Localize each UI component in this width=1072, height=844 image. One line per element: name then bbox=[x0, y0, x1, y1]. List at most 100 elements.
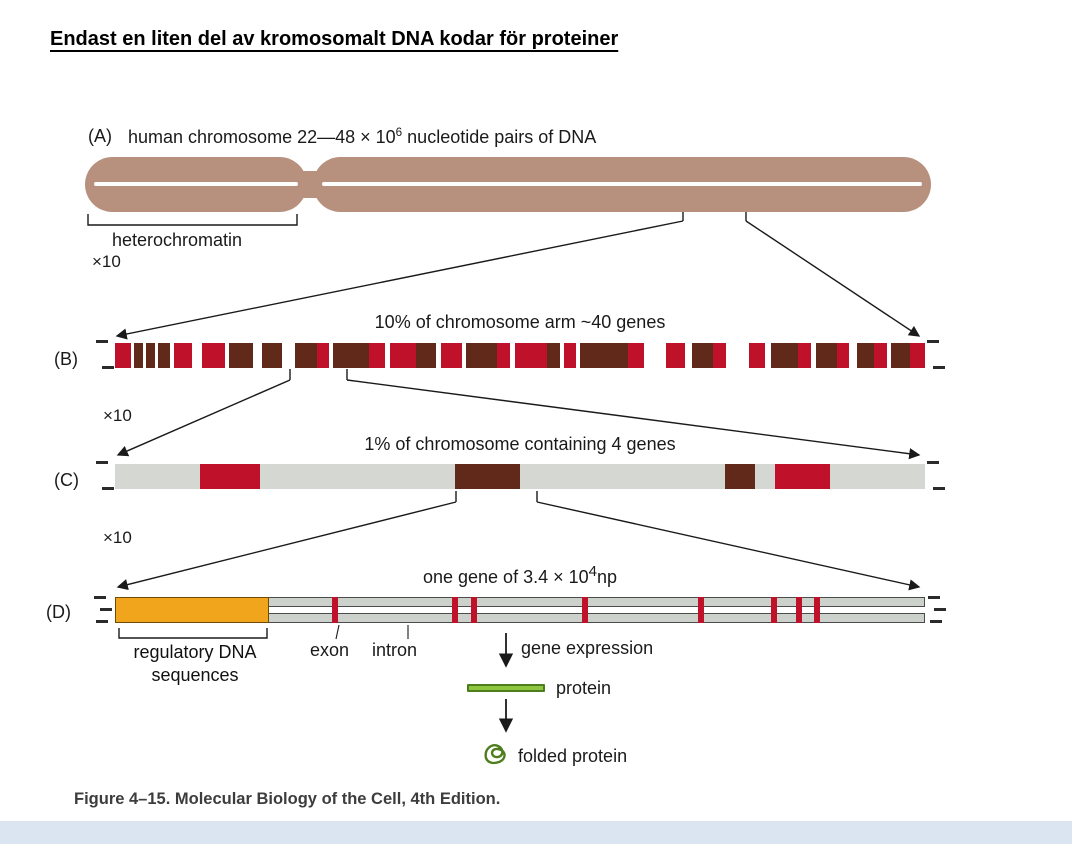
bar-segment bbox=[328, 343, 333, 368]
bar-segment bbox=[873, 343, 887, 368]
intron-label: intron bbox=[372, 640, 418, 660]
zoom-a-to-b-label: ×10 bbox=[92, 252, 121, 271]
bar-segment bbox=[510, 343, 515, 368]
bar-segment bbox=[765, 343, 771, 368]
break-dash bbox=[933, 366, 945, 369]
panel-b-title: 10% of chromosome arm ~40 genes bbox=[374, 312, 666, 332]
bar-segment bbox=[890, 343, 910, 368]
bar-segment bbox=[754, 464, 776, 489]
bar-segment bbox=[146, 343, 156, 368]
exon-tick bbox=[470, 597, 477, 623]
bar-segment bbox=[229, 343, 254, 368]
panel-a-label: (A) bbox=[88, 126, 112, 146]
bar-segment bbox=[157, 343, 171, 368]
panel-c-title: 1% of chromosome containing 4 genes bbox=[364, 434, 676, 454]
bar-segment bbox=[294, 343, 318, 368]
bar-segment bbox=[390, 343, 417, 368]
chromatid-line-left bbox=[94, 182, 298, 186]
bar-segment bbox=[253, 343, 262, 368]
break-dash bbox=[100, 608, 112, 611]
bar-segment bbox=[261, 343, 282, 368]
bar-segment bbox=[259, 464, 456, 489]
bar-segment bbox=[202, 343, 226, 368]
folded-protein-label: folded protein bbox=[518, 746, 628, 766]
exon-tick bbox=[814, 597, 821, 623]
bar-segment bbox=[837, 343, 850, 368]
heterochromatin-bracket bbox=[87, 214, 298, 226]
bar-segment bbox=[692, 343, 714, 368]
gene-dna-tracks bbox=[115, 597, 925, 623]
bar-segment bbox=[547, 343, 561, 368]
break-dash bbox=[927, 461, 939, 464]
bar-segment bbox=[724, 464, 755, 489]
bar-segment bbox=[462, 343, 467, 368]
regulatory-dna-label: regulatory DNA sequences bbox=[133, 642, 257, 685]
bar-segment bbox=[665, 343, 685, 368]
zoom-b-to-c-label: ×10 bbox=[103, 406, 132, 425]
bar-segment bbox=[115, 343, 132, 368]
bar-segment bbox=[857, 343, 874, 368]
exon-tick bbox=[581, 597, 588, 623]
bar-segment bbox=[560, 343, 565, 368]
break-dash bbox=[94, 596, 106, 599]
bar-segment bbox=[644, 343, 666, 368]
protein-bar bbox=[467, 684, 545, 692]
bar-segment bbox=[726, 343, 749, 368]
bar-segment bbox=[191, 343, 203, 368]
bar-segment bbox=[455, 464, 520, 489]
bar-segment bbox=[798, 343, 812, 368]
exon-intron-pointers bbox=[335, 624, 409, 640]
exon-tick bbox=[698, 597, 705, 623]
bar-segment bbox=[849, 343, 858, 368]
regulatory-bracket bbox=[118, 628, 268, 639]
chromosome-segment-bar bbox=[115, 464, 925, 489]
bar-segment bbox=[564, 343, 576, 368]
bar-segment bbox=[225, 343, 230, 368]
regulatory-dna-block bbox=[115, 597, 269, 623]
panel-c-label: (C) bbox=[54, 470, 79, 490]
bar-segment bbox=[830, 464, 925, 489]
bar-segment bbox=[684, 343, 693, 368]
bar-segment bbox=[886, 343, 891, 368]
bar-segment bbox=[519, 464, 725, 489]
break-dash bbox=[96, 461, 108, 464]
exon-tick bbox=[770, 597, 777, 623]
panel-d-title: one gene of 3.4 × 104np bbox=[422, 563, 618, 587]
bottom-strip bbox=[0, 821, 1072, 844]
bar-segment bbox=[115, 464, 201, 489]
zoom-c-to-d-label: ×10 bbox=[103, 528, 132, 547]
bar-segment bbox=[170, 343, 175, 368]
bar-segment bbox=[317, 343, 329, 368]
exon-tick bbox=[452, 597, 459, 623]
bar-segment bbox=[385, 343, 391, 368]
bar-segment bbox=[910, 343, 925, 368]
exon-tick bbox=[332, 597, 339, 623]
bar-segment bbox=[748, 343, 766, 368]
break-dash bbox=[930, 620, 942, 623]
bar-segment bbox=[369, 343, 386, 368]
bar-segment bbox=[775, 464, 831, 489]
exon-label: exon bbox=[310, 640, 350, 660]
panel-d-label: (D) bbox=[46, 602, 71, 622]
break-dash bbox=[933, 487, 945, 490]
bar-segment bbox=[131, 343, 135, 368]
exon-tick bbox=[795, 597, 802, 623]
break-dash bbox=[927, 340, 939, 343]
bar-segment bbox=[575, 343, 580, 368]
bar-segment bbox=[143, 343, 147, 368]
bar-segment bbox=[200, 464, 260, 489]
figure-caption: Figure 4–15. Molecular Biology of the Ce… bbox=[74, 790, 501, 808]
break-dash bbox=[102, 366, 114, 369]
bar-segment bbox=[628, 343, 645, 368]
panel-a-title: human chromosome 22—48 × 106 nucleotide … bbox=[128, 126, 597, 147]
protein-label: protein bbox=[556, 678, 612, 698]
bar-segment bbox=[281, 343, 295, 368]
bar-segment bbox=[579, 343, 629, 368]
break-dash bbox=[934, 608, 946, 611]
heterochromatin-label: heterochromatin bbox=[112, 230, 243, 250]
bar-segment bbox=[514, 343, 548, 368]
folded-protein-icon bbox=[484, 744, 506, 765]
break-dash bbox=[96, 620, 108, 623]
bar-segment bbox=[497, 343, 511, 368]
